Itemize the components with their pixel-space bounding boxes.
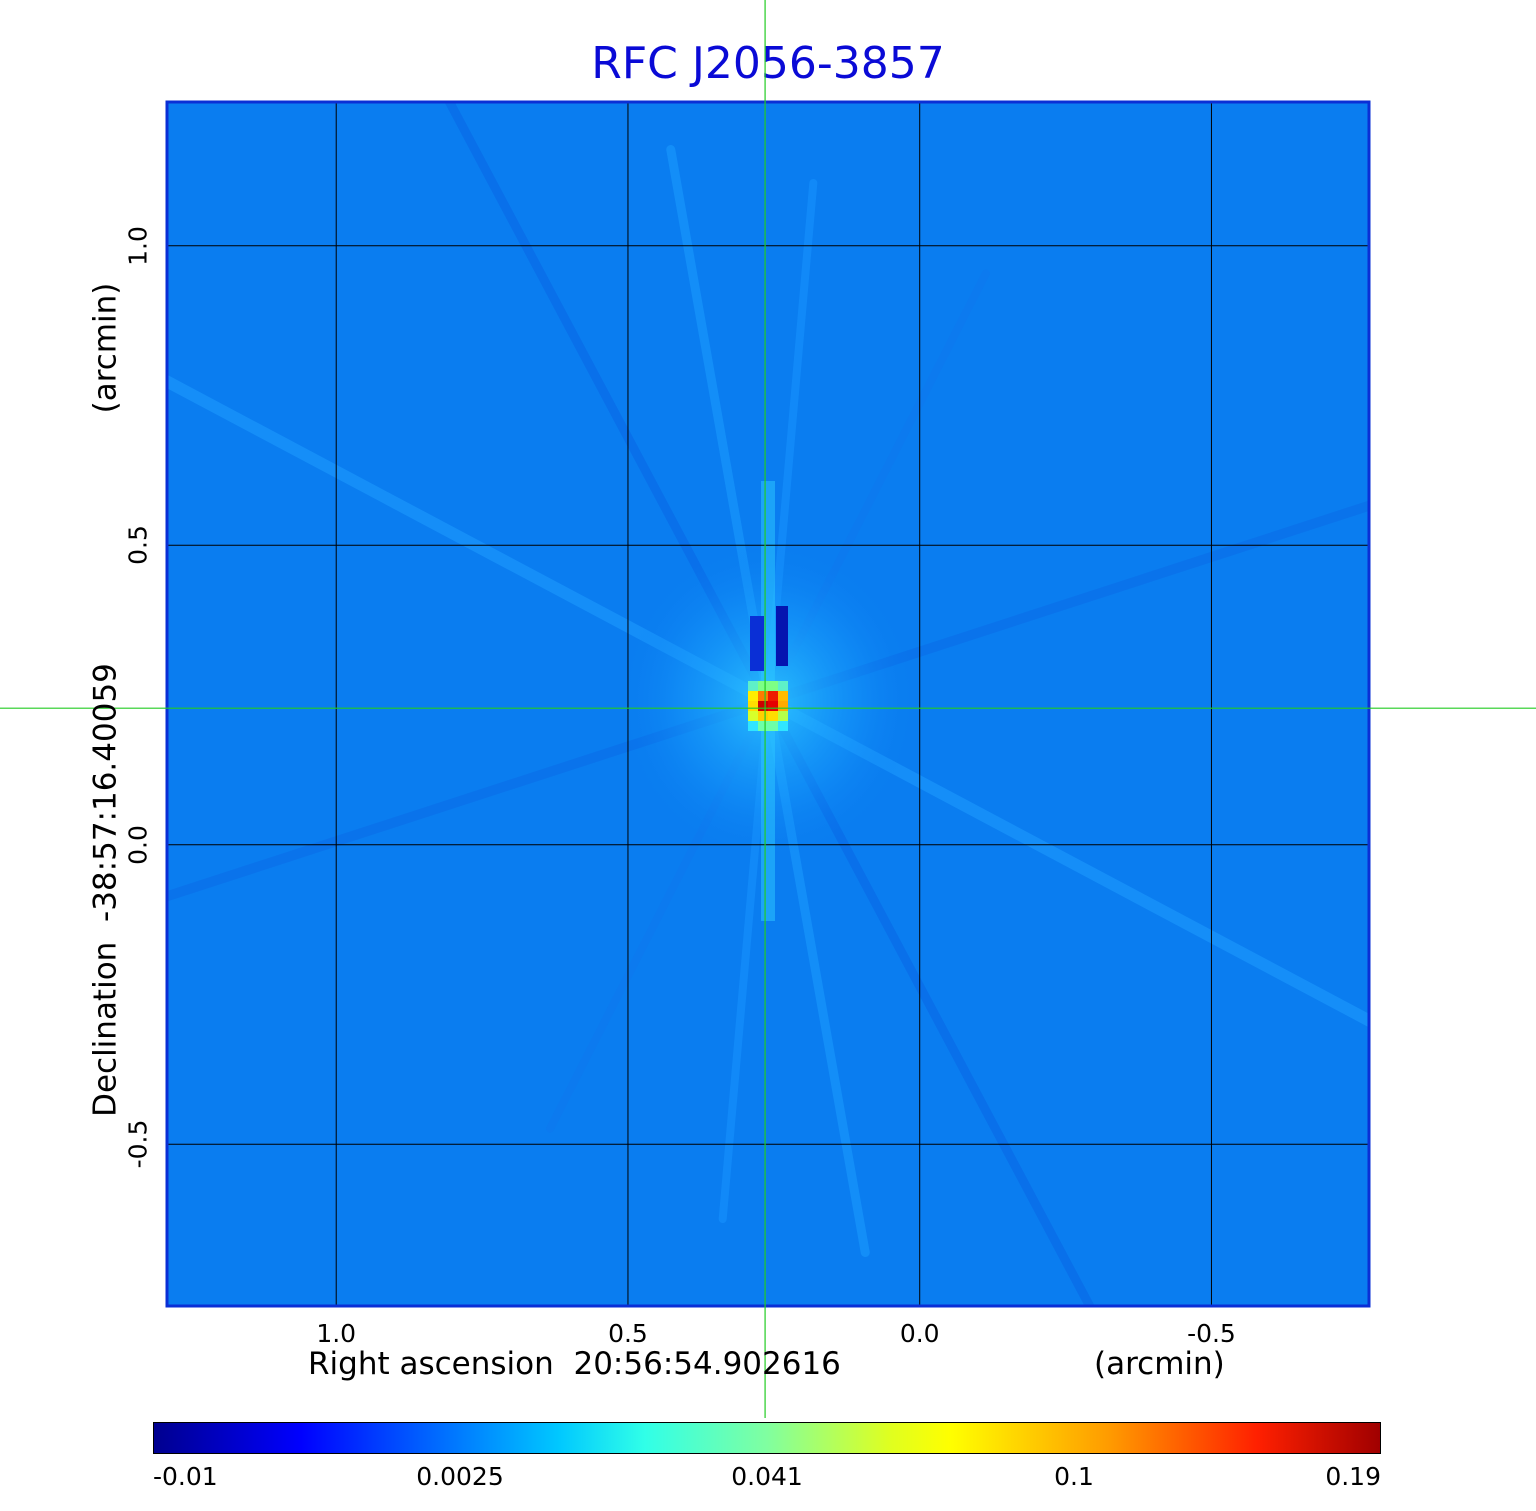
colorbar-tick-label: 0.1: [1054, 1462, 1094, 1491]
y-tick-label: 1.0: [123, 225, 153, 266]
y-tick-label: -0.5: [123, 1119, 153, 1169]
source-pixel: [778, 721, 788, 732]
source-pixel: [768, 691, 778, 702]
coordinate-grid: [167, 102, 1369, 1306]
source-pixel: [768, 681, 778, 692]
source-pixel: [778, 711, 788, 722]
y-axis-unit: (arcmin): [87, 282, 124, 414]
x-tick-label: 0.5: [608, 1319, 648, 1348]
source-pixel: [748, 701, 758, 712]
colorbar-tick-label: 0.041: [731, 1462, 803, 1491]
colorbar: [153, 1422, 1381, 1454]
colorbar-tick-label: 0.19: [1325, 1462, 1381, 1491]
x-tick-label: 1.0: [316, 1319, 357, 1348]
x-axis-label: Right ascension 20:56:54.902616: [308, 1346, 841, 1382]
negative-lobe: [776, 606, 788, 667]
source-pixel: [748, 711, 758, 722]
source-pixel: [778, 691, 788, 702]
source-pixel: [748, 681, 758, 692]
source-pixel: [758, 681, 768, 692]
source-pixel: [748, 691, 758, 702]
source-pixel: [768, 701, 778, 712]
y-tick-label: 0.5: [123, 525, 153, 566]
source-pixel: [778, 701, 788, 712]
source-pixel: [758, 691, 768, 702]
y-axis-label: Declination -38:57:16.40059: [87, 663, 124, 1117]
source-pixel: [748, 721, 758, 732]
source-pixel: [778, 681, 788, 692]
colorbar-tick-label: -0.01: [153, 1462, 218, 1491]
source-pixel: [768, 711, 778, 722]
x-tick-label: -0.5: [1187, 1319, 1236, 1348]
plot-frame: [165, 100, 1371, 1308]
source-pixel: [758, 701, 768, 712]
source-pixel: [768, 721, 778, 732]
source-pixel: [758, 711, 768, 722]
y-tick-label: 0.0: [123, 824, 153, 865]
negative-lobe: [750, 616, 764, 672]
x-axis-unit: (arcmin): [1094, 1346, 1225, 1382]
source-pixel: [758, 721, 768, 732]
colorbar-tick-label: 0.0025: [416, 1462, 504, 1491]
chart-title: RFC J2056-3857: [591, 38, 945, 89]
x-tick-label: 0.0: [899, 1319, 940, 1348]
